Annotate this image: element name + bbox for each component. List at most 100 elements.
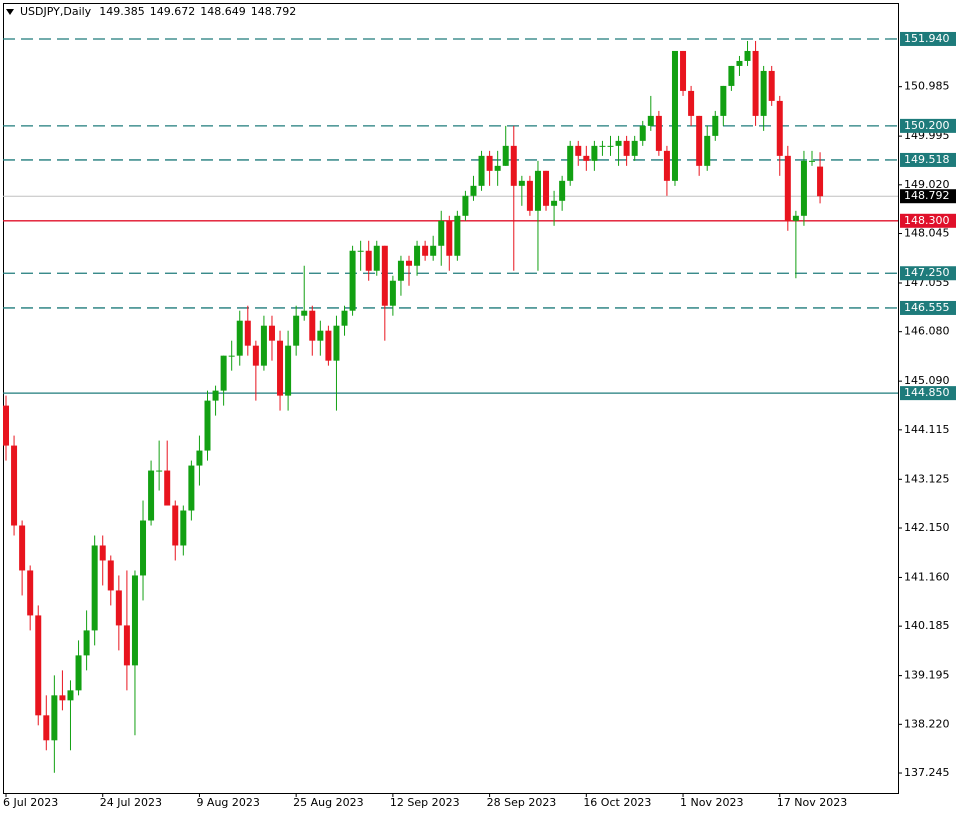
level-label: 148.300 [904, 214, 950, 227]
level-label-box [900, 31, 956, 46]
candle-body [768, 70, 775, 101]
level-label-box [900, 213, 956, 228]
candle-body [91, 545, 98, 631]
candle-body [325, 330, 332, 361]
level-label-box [900, 300, 956, 315]
candle-body [696, 115, 703, 166]
candle-body [83, 630, 90, 656]
candle-body [575, 145, 582, 156]
current-price-box [900, 189, 956, 204]
candle-body [454, 215, 461, 256]
candle-body [486, 155, 493, 171]
y-tick-label: 138.220 [904, 717, 950, 730]
candle-body [406, 260, 412, 266]
candle-body [744, 50, 751, 61]
candle-body [663, 150, 670, 181]
candle-body [333, 325, 340, 361]
y-tick-label: 142.150 [904, 521, 950, 534]
x-tick-label: 25 Aug 2023 [293, 796, 363, 809]
candle-body [518, 180, 525, 186]
y-tick-label: 148.045 [904, 227, 950, 240]
candle-body [623, 140, 630, 156]
candle-body [277, 340, 284, 396]
y-tick-label: 146.080 [904, 325, 950, 338]
x-tick-label: 16 Oct 2023 [583, 796, 651, 809]
candle-body [43, 715, 50, 741]
candle-body [140, 520, 147, 576]
candle-body [599, 145, 606, 147]
candle-body [11, 445, 18, 526]
candle-body [607, 145, 614, 147]
candle-body [27, 570, 34, 616]
header-close: 148.792 [251, 5, 297, 18]
candle-body [809, 160, 815, 162]
candle-body [285, 345, 292, 396]
candle-body [268, 325, 275, 341]
candle-body [381, 245, 388, 306]
candle-body [309, 310, 316, 341]
y-tick-label: 139.195 [904, 669, 950, 682]
candle-body [180, 510, 187, 546]
candle-body [534, 170, 541, 211]
candle-body [736, 60, 743, 66]
y-tick-label: 149.020 [904, 178, 950, 191]
candle-body [655, 115, 662, 151]
candle-body [164, 470, 171, 506]
candle-body [59, 695, 66, 701]
y-tick-label: 145.090 [904, 374, 950, 387]
candle-body [470, 185, 477, 196]
x-tick-label: 17 Nov 2023 [777, 796, 847, 809]
y-tick-label: 143.125 [904, 472, 950, 485]
candle-body [317, 330, 324, 341]
candle-body [591, 145, 598, 161]
x-tick-label: 6 Jul 2023 [3, 796, 58, 809]
candle-body [776, 100, 783, 156]
candle-body [704, 135, 711, 166]
x-tick-label: 9 Aug 2023 [196, 796, 259, 809]
candle-body [543, 170, 550, 206]
candle-body [615, 140, 622, 146]
candle-body [800, 160, 807, 216]
menu-arrow[interactable] [6, 9, 14, 15]
candle-body [156, 470, 163, 472]
candle-body [510, 145, 517, 186]
level-label: 147.250 [904, 266, 950, 279]
plot-frame [3, 3, 899, 794]
candle-body [373, 245, 380, 271]
candle-body [680, 50, 687, 91]
candle-body [583, 155, 590, 161]
candle-body [728, 65, 735, 86]
y-tick-label: 144.115 [904, 423, 950, 436]
candle-body [639, 125, 646, 141]
header-low: 148.649 [200, 5, 246, 18]
candle-body [478, 155, 485, 186]
candle-body [349, 250, 356, 311]
current-price-label: 148.792 [904, 189, 950, 202]
candle-body [760, 70, 767, 116]
level-label: 151.940 [904, 32, 950, 45]
candle-body [204, 400, 211, 451]
candle-body [260, 325, 267, 366]
candle-body [631, 140, 638, 156]
header-high: 149.672 [150, 5, 196, 18]
candle-body [792, 215, 799, 221]
candle-body [107, 560, 114, 591]
candle-body [301, 310, 308, 316]
x-tick-label: 1 Nov 2023 [680, 796, 743, 809]
candle-body [752, 50, 759, 116]
candle-body [559, 180, 566, 201]
y-tick-label: 140.185 [904, 619, 950, 632]
candle-body [148, 470, 155, 521]
candle-body [502, 145, 509, 166]
y-tick-label: 150.985 [904, 80, 950, 93]
candle-body [365, 250, 372, 271]
candle-body [188, 465, 195, 511]
y-tick-label: 137.245 [904, 766, 950, 779]
candle-body [115, 590, 122, 626]
candle-body [172, 505, 179, 546]
candle-body [212, 390, 219, 401]
candle-body [784, 155, 791, 221]
candle-body [220, 355, 227, 391]
candle-body [236, 320, 243, 356]
level-label-box [900, 266, 956, 281]
